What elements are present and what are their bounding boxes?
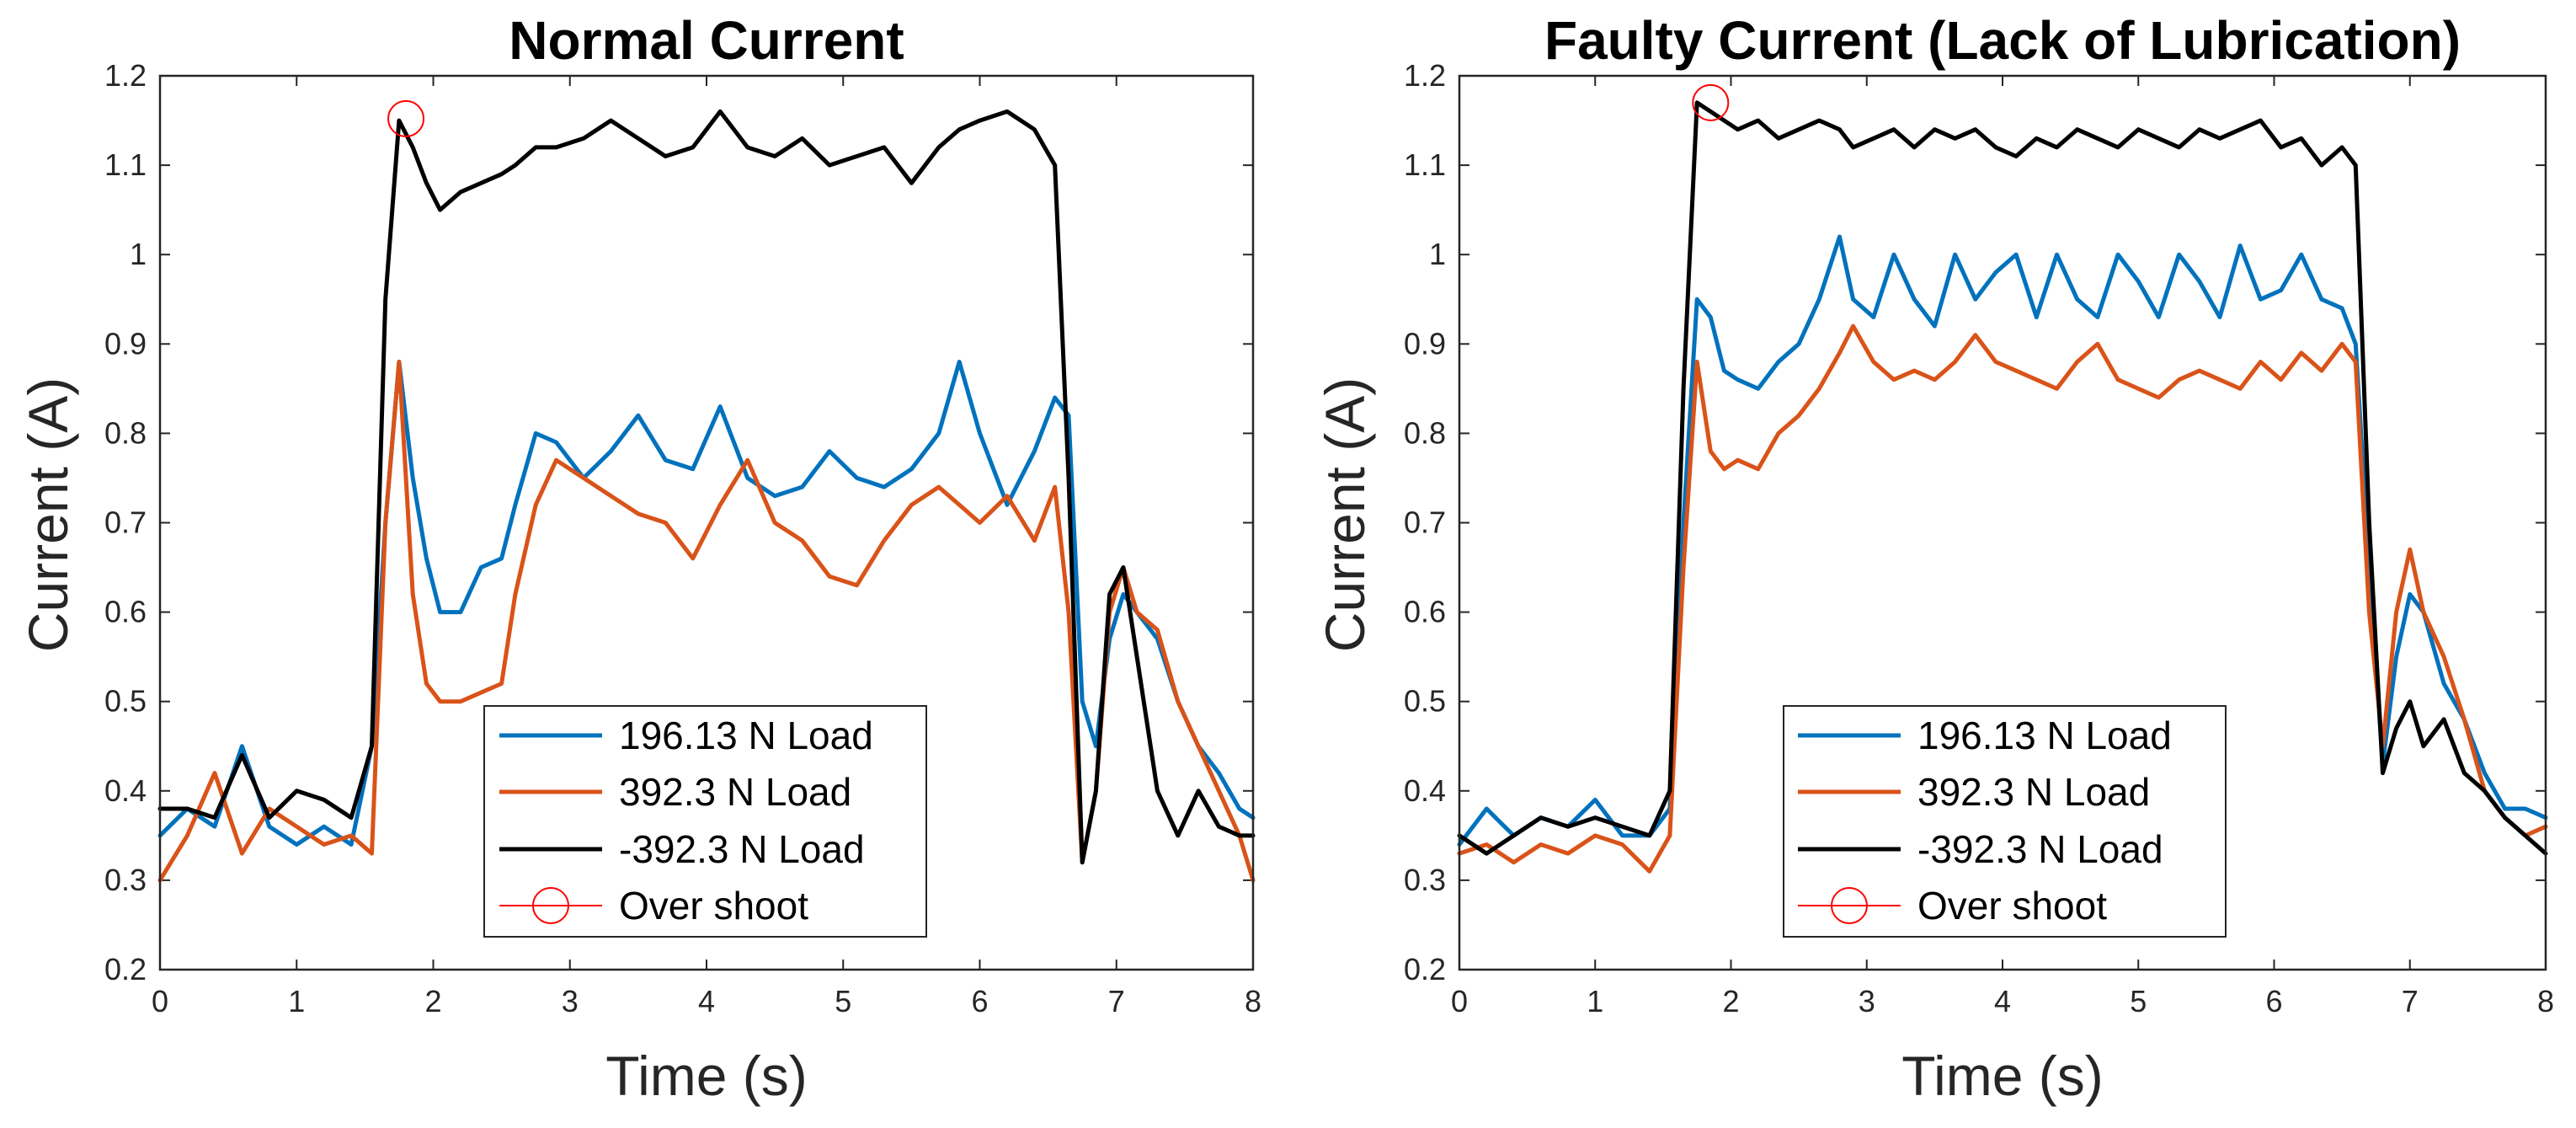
x-tick-label: 6 (971, 984, 988, 1018)
chart-right-axes-box (1458, 74, 2547, 971)
y-tick-label: 1.2 (1404, 58, 1446, 93)
x-tick-label: 8 (1245, 984, 1261, 1018)
overshoot-marker (1692, 83, 1730, 121)
chart-left-xlabel: Time (s) (605, 1045, 808, 1107)
y-tick-label: 0.9 (1404, 326, 1446, 361)
y-tick-label: 0.8 (104, 415, 147, 450)
y-tick-label: 0.6 (1404, 595, 1446, 629)
y-tick-label: 0.2 (104, 952, 147, 986)
series-line-2 (1457, 100, 2548, 856)
x-tick-label: 8 (2537, 984, 2554, 1018)
y-tick-label: 1.2 (104, 58, 147, 93)
chart-left-plot-area: 0 1 2 3 4 5 6 7 8 0.2 0.3 0.4 0.5 0.6 0.7 0.8 0.9 1 1.1 1.2 (104, 58, 1261, 1018)
y-tick-label: 0.5 (1404, 684, 1446, 719)
y-tick-label: 0.8 (1404, 415, 1446, 450)
x-tick-label: 3 (1859, 984, 1875, 1018)
y-tick-label: 1.1 (1404, 147, 1446, 182)
chart-left-title: Normal Current (509, 10, 904, 71)
x-tick-label: 3 (562, 984, 579, 1018)
x-tick-label: 6 (2265, 984, 2282, 1018)
chart-left-axes-box (158, 74, 1255, 971)
legend-marker-overshoot (532, 887, 569, 924)
legend-marker-overshoot (1831, 887, 1868, 924)
chart-right-series (1457, 83, 2548, 874)
chart-left: Normal Current Current (A) Time (s) 0 1 2 3… (17, 10, 1261, 1107)
series-line-2 (157, 109, 1256, 865)
y-tick-label: 0.3 (104, 863, 147, 897)
x-tick-label: 2 (424, 984, 441, 1018)
legend-label-neg-392-load: -392.3 N Load (619, 827, 865, 871)
x-tick-label: 5 (835, 984, 851, 1018)
x-tick-label: 7 (2402, 984, 2419, 1018)
y-tick-label: 0.5 (104, 684, 147, 719)
x-tick-label: 0 (152, 984, 168, 1018)
y-tick-label: 0.7 (104, 505, 147, 540)
legend-box (483, 705, 927, 938)
y-tick-label: 1 (1429, 237, 1446, 271)
legend-label-overshoot: Over shoot (1917, 884, 2107, 928)
chart-left-legend: 196.13 N Load 392.3 N Load -392.3 N Load… (483, 705, 927, 938)
chart-right: Faulty Current (Lack of Lubrication) Cur… (1314, 10, 2554, 1107)
y-tick-label: 0.7 (1404, 505, 1446, 540)
x-tick-label: 1 (288, 984, 305, 1018)
x-tick-label: 4 (1994, 984, 2011, 1018)
y-tick-label: 1.1 (104, 147, 147, 182)
chart-right-title: Faulty Current (Lack of Lubrication) (1544, 10, 2461, 71)
legend-box (1783, 705, 2227, 938)
chart-left-ylabel: Current (A) (17, 377, 79, 652)
legend-label-overshoot: Over shoot (619, 884, 808, 928)
legend-label-196-load: 196.13 N Load (619, 714, 873, 757)
legend-label-392-load: 392.3 N Load (619, 770, 851, 814)
y-tick-label: 0.9 (104, 326, 147, 361)
overshoot-marker (387, 99, 425, 137)
x-tick-label: 2 (1722, 984, 1739, 1018)
chart-left-series (157, 99, 1256, 883)
chart-right-ylabel: Current (A) (1314, 377, 1376, 652)
chart-right-xlabel: Time (s) (1901, 1045, 2104, 1107)
x-tick-label: 5 (2130, 984, 2147, 1018)
x-tick-label: 1 (1587, 984, 1603, 1018)
y-tick-label: 0.6 (104, 595, 147, 629)
y-tick-label: 0.4 (104, 773, 147, 808)
x-tick-label: 0 (1451, 984, 1468, 1018)
y-tick-label: 0.2 (1404, 952, 1446, 986)
x-tick-label: 7 (1108, 984, 1125, 1018)
y-tick-label: 0.4 (1404, 773, 1446, 808)
x-tick-label: 4 (698, 984, 715, 1018)
legend-label-196-load: 196.13 N Load (1917, 714, 2172, 757)
legend-label-neg-392-load: -392.3 N Load (1917, 827, 2163, 871)
chart-right-legend: 196.13 N Load 392.3 N Load -392.3 N Load… (1783, 705, 2227, 938)
y-tick-label: 1 (130, 237, 147, 271)
y-tick-label: 0.3 (1404, 863, 1446, 897)
chart-right-plot-area: 0 1 2 3 4 5 6 7 8 0.2 0.3 0.4 0.5 0.6 0.7 0.8 0.9 1 1.1 1.2 (1404, 58, 2554, 1018)
legend-label-392-load: 392.3 N Load (1917, 770, 2150, 814)
